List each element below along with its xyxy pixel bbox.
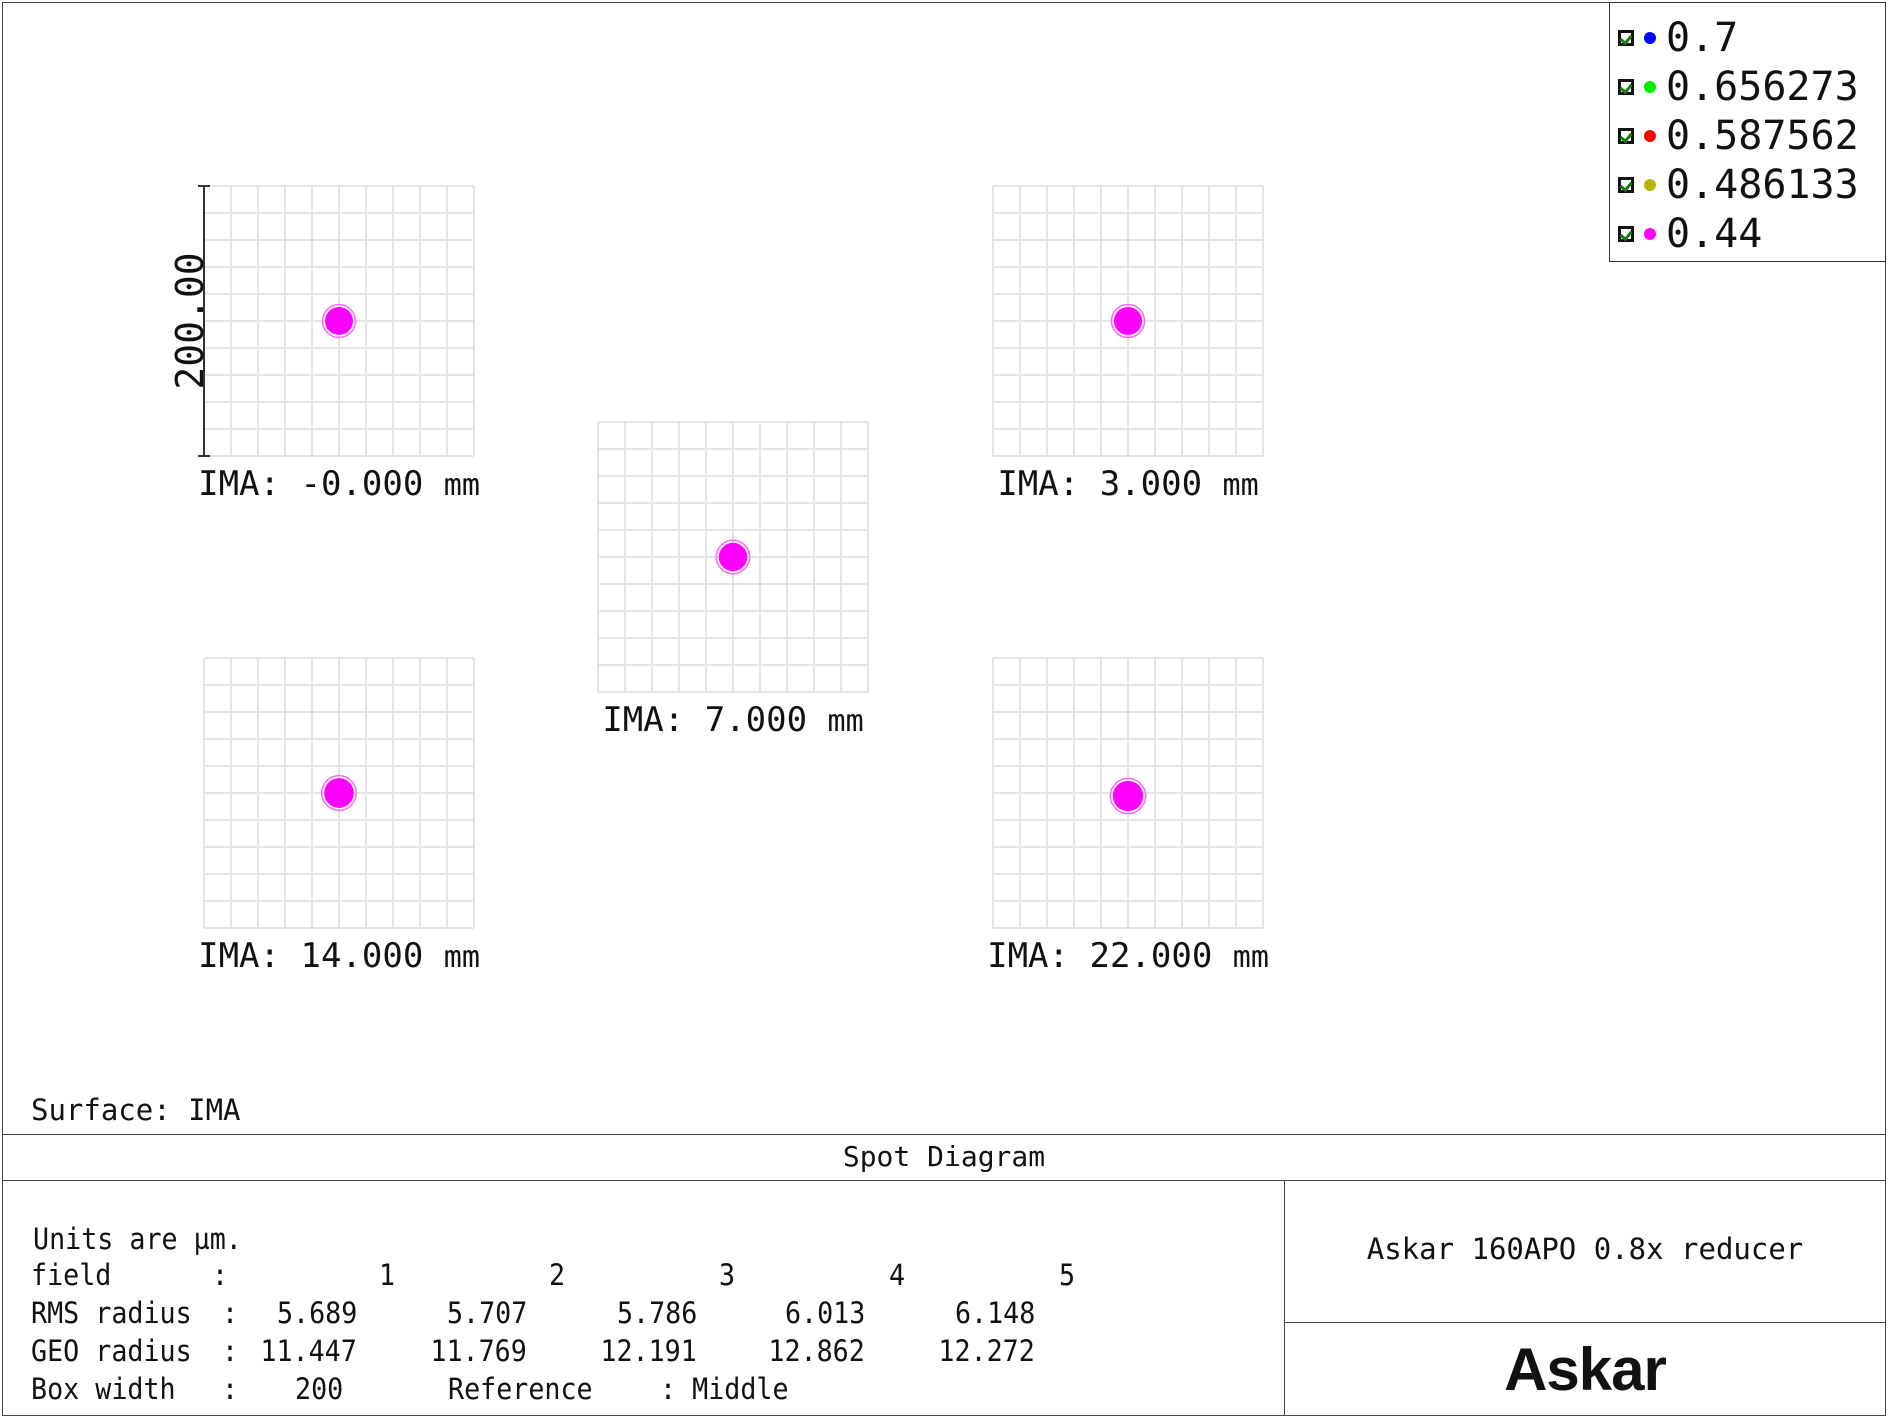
field-label-unit: mm — [443, 940, 480, 975]
divider — [1284, 1322, 1886, 1323]
legend-item[interactable]: 0.486133 — [1618, 162, 1859, 208]
field-label-unit: mm — [1222, 468, 1259, 503]
spot-marker — [718, 542, 748, 572]
units-note: Units are µm. — [33, 1222, 242, 1256]
spot-outline — [320, 774, 358, 812]
field-label-prefix: IMA: — [198, 936, 280, 976]
wavelength-legend: 0.7 0.656273 0.587562 0.486133 0.44 — [1609, 2, 1886, 262]
field-label-unit: mm — [827, 704, 864, 739]
geo-value: 11.769 — [430, 1334, 527, 1368]
field-label-prefix: IMA: — [997, 464, 1080, 504]
colon: : — [222, 1296, 239, 1330]
spot-marker — [324, 778, 354, 808]
rms-value: 5.707 — [446, 1296, 527, 1330]
legend-label: 0.7 — [1666, 15, 1739, 61]
divider — [1284, 1180, 1285, 1416]
rms-row-label: RMS radius — [31, 1296, 192, 1330]
geo-value: 12.272 — [938, 1334, 1035, 1368]
wavelength-color-dot — [1644, 228, 1656, 240]
legend-label: 0.486133 — [1666, 162, 1859, 208]
lens-description: Askar 160APO 0.8x reducer — [1366, 1232, 1804, 1266]
surface-label: Surface: IMA — [31, 1093, 241, 1127]
legend-label: 0.587562 — [1666, 113, 1859, 159]
field-label-value: 14.000 — [300, 936, 424, 976]
spot-marker — [1113, 306, 1143, 336]
legend-label: 0.656273 — [1666, 64, 1859, 110]
colon: : — [212, 1258, 229, 1292]
spot-outline — [715, 539, 751, 575]
legend-label: 0.44 — [1666, 211, 1763, 257]
legend-checkbox[interactable] — [1618, 79, 1634, 95]
geo-value: 12.862 — [768, 1334, 865, 1368]
scale-bar-label: 200.00 — [168, 252, 212, 389]
colon: : — [222, 1334, 239, 1368]
legend-checkbox[interactable] — [1618, 30, 1634, 46]
field-number: 5 — [1059, 1258, 1076, 1292]
field-number: 3 — [719, 1258, 736, 1292]
legend-checkbox[interactable] — [1618, 177, 1634, 193]
field-label: IMA: 14.000 mm — [198, 936, 480, 976]
field-label-unit: mm — [443, 468, 480, 503]
spot-marker — [1112, 780, 1144, 812]
legend-checkbox[interactable] — [1618, 128, 1634, 144]
wavelength-color-dot — [1644, 179, 1656, 191]
field-number: 2 — [549, 1258, 566, 1292]
field-number: 1 — [379, 1258, 396, 1292]
spot-outline — [1110, 303, 1146, 339]
field-number: 4 — [889, 1258, 906, 1292]
field-label: IMA: -0.000 mm — [198, 464, 480, 504]
field-label-value: -0.000 — [300, 464, 424, 504]
field-label-value: 7.000 — [704, 700, 808, 740]
legend-item[interactable]: 0.587562 — [1618, 113, 1859, 159]
spot-outline — [1109, 777, 1147, 815]
wavelength-color-dot — [1644, 130, 1656, 142]
rms-value: 6.013 — [784, 1296, 865, 1330]
legend-item[interactable]: 0.7 — [1618, 15, 1738, 61]
wavelength-color-dot — [1644, 81, 1656, 93]
field-label: IMA: 7.000 mm — [602, 700, 863, 740]
field-row-label: field — [31, 1258, 112, 1292]
spot-diagram-plot: 200.00 — [168, 185, 1264, 929]
geo-value: 12.191 — [600, 1334, 697, 1368]
field-label: IMA: 22.000 mm — [987, 936, 1269, 976]
divider — [2, 1134, 1886, 1135]
field-label-prefix: IMA: — [602, 700, 685, 740]
legend-item[interactable]: 0.656273 — [1618, 64, 1859, 110]
chart-title: Spot Diagram — [842, 1140, 1046, 1173]
field-label-value: 3.000 — [1099, 464, 1203, 504]
field-label-prefix: IMA: — [987, 936, 1069, 976]
box-width-value: 200 — [295, 1372, 344, 1406]
rms-value: 6.148 — [954, 1296, 1035, 1330]
reference-label: Reference — [448, 1372, 593, 1406]
divider — [2, 1180, 1886, 1181]
wavelength-color-dot — [1644, 32, 1656, 44]
field-label-prefix: IMA: — [198, 464, 280, 504]
colon: : — [222, 1372, 239, 1406]
askar-logo: Askar — [1504, 1335, 1667, 1403]
rms-value: 5.689 — [276, 1296, 357, 1330]
rms-value: 5.786 — [616, 1296, 697, 1330]
reference-value: : Middle — [660, 1372, 789, 1406]
field-label-value: 22.000 — [1089, 936, 1213, 976]
legend-checkbox[interactable] — [1618, 226, 1634, 242]
geo-value: 11.447 — [260, 1334, 357, 1368]
legend-item[interactable]: 0.44 — [1618, 211, 1762, 257]
spot-outline — [321, 303, 357, 339]
geo-row-label: GEO radius — [31, 1334, 192, 1368]
spot-marker — [325, 307, 353, 335]
box-width-label: Box width — [31, 1372, 176, 1406]
field-label-unit: mm — [1232, 940, 1269, 975]
field-label: IMA: 3.000 mm — [997, 464, 1258, 504]
